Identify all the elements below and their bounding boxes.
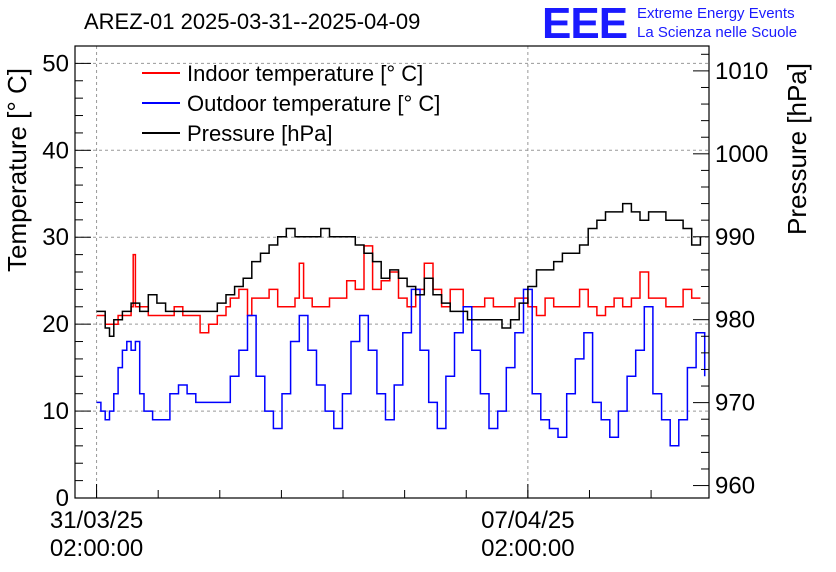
legend: Indoor temperature [° C] Outdoor temperat… [142, 61, 440, 146]
right-axis-ticks: 960 970 980 990 1000 1010 [693, 53, 768, 500]
logo-caption-line1: Extreme Energy Events [637, 5, 795, 22]
legend-label: Pressure [hPa] [187, 121, 333, 146]
y2-tick-label: 1000 [715, 141, 768, 168]
y-tick-label: 50 [42, 50, 69, 77]
x-tick-label-date: 07/04/25 [481, 507, 574, 534]
legend-label: Indoor temperature [° C] [187, 61, 423, 86]
x-tick-label-time: 02:00:00 [481, 535, 574, 562]
y-tick-label: 30 [42, 224, 69, 251]
y-tick-label: 10 [42, 398, 69, 425]
legend-label: Outdoor temperature [° C] [187, 91, 440, 116]
y2-axis-label: Pressure [hPa] [782, 63, 812, 235]
y-tick-label: 20 [42, 311, 69, 338]
x-tick-label-time: 02:00:00 [50, 535, 143, 562]
y2-tick-label: 960 [715, 473, 755, 500]
logo-caption: Extreme Energy Events La Scienza nelle S… [637, 4, 797, 42]
y2-tick-label: 980 [715, 307, 755, 334]
y2-tick-label: 990 [715, 224, 755, 251]
series-line [96, 288, 706, 447]
logo-caption-line2: La Scienza nelle Scuole [637, 24, 798, 41]
y2-tick-label: 1010 [715, 58, 768, 85]
grid-lines [75, 46, 709, 498]
left-axis-ticks: 0 10 20 30 40 50 [42, 45, 91, 512]
series-layer [96, 202, 706, 447]
eee-logo: EEE [542, 0, 628, 48]
series-line [96, 202, 702, 338]
chart-title: AREZ-01 2025-03-31--2025-04-09 [84, 9, 421, 34]
y-tick-label: 40 [42, 137, 69, 164]
x-tick-label-date: 31/03/25 [50, 507, 143, 534]
series-line [96, 245, 701, 334]
y-axis-label: Temperature [° C] [2, 68, 32, 272]
y2-tick-label: 970 [715, 390, 755, 417]
y-tick-label: 0 [56, 485, 69, 512]
